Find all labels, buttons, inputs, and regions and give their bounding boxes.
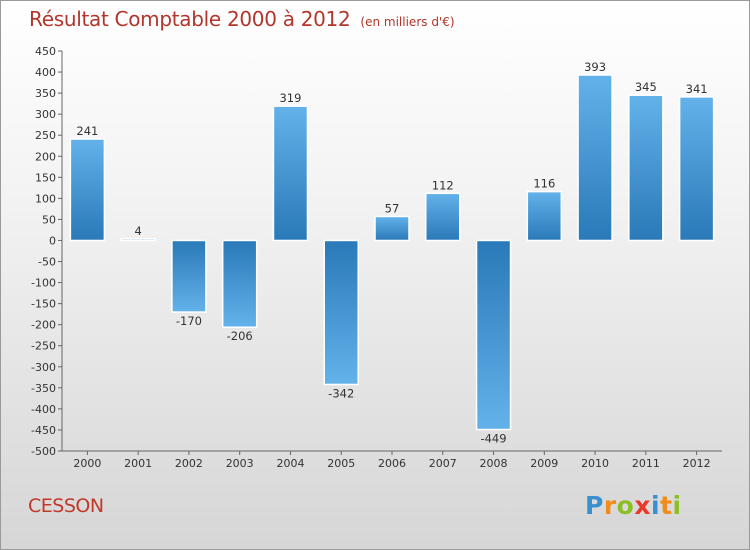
bar-2006 — [374, 215, 410, 242]
y-tick-label: -400 — [31, 403, 56, 416]
x-tick-label: 2007 — [429, 457, 457, 470]
x-tick-label: 2000 — [73, 457, 101, 470]
y-tick-label: -200 — [31, 319, 56, 332]
x-tick-label: 2012 — [683, 457, 711, 470]
data-label-2012: 341 — [686, 82, 708, 96]
data-label-2007: 112 — [432, 178, 454, 192]
x-tick-label: 2011 — [632, 457, 660, 470]
bar-2001 — [120, 238, 156, 242]
y-tick-label: -350 — [31, 382, 56, 395]
bar-2009 — [526, 190, 563, 242]
data-label-2009: 116 — [533, 177, 555, 191]
y-tick-label: 150 — [35, 171, 56, 184]
chart-title: Résultat Comptable 2000 à 2012 (en millie… — [29, 7, 455, 31]
x-tick-label: 2002 — [175, 457, 203, 470]
bar-2010 — [577, 74, 613, 242]
chart-axes: 450 400 350 300 250 200 150 100 50 0 -50 -100 -150 -2… — [31, 45, 722, 470]
x-tick-label: 2006 — [378, 457, 406, 470]
proxiti-logo: Proxiti — [585, 491, 682, 520]
bar-2003 — [221, 239, 258, 328]
bar-2007 — [425, 192, 461, 242]
chart-bars — [69, 74, 715, 431]
data-label-2000: 241 — [76, 124, 98, 138]
commune-name: CESSON — [28, 495, 104, 517]
bar-2008 — [475, 239, 512, 431]
title-text: Résultat Comptable 2000 à 2012 — [29, 7, 351, 31]
logo-letter: r — [603, 491, 617, 520]
x-tick-label: 2003 — [226, 457, 254, 470]
x-tick-label: 2004 — [276, 457, 304, 470]
bar-2011 — [628, 94, 664, 242]
y-tick-label: -500 — [31, 445, 56, 458]
y-tick-label: -250 — [31, 340, 56, 353]
x-tick-label: 2009 — [530, 457, 558, 470]
y-tick-label: 50 — [42, 213, 56, 226]
y-tick-label: 350 — [35, 87, 56, 100]
logo-letter: x — [634, 491, 651, 520]
y-tick-label: 300 — [35, 108, 56, 121]
data-label-2003: -206 — [227, 329, 253, 343]
data-label-2005: -342 — [328, 386, 354, 400]
chart-subtitle: (en milliers d'€) — [360, 15, 455, 29]
x-tick-label: 2008 — [480, 457, 508, 470]
x-tick-label: 2005 — [327, 457, 355, 470]
logo-letter: t — [660, 491, 673, 520]
bar-2004 — [272, 105, 309, 242]
x-tick-label: 2001 — [124, 457, 152, 470]
bar-2002 — [171, 239, 207, 313]
logo-letter: i — [651, 491, 661, 520]
chart-data-labels: 241 4 -170 -206 319 -342 57 112 -449 116 393 345 341 — [76, 60, 707, 446]
y-tick-label: -100 — [31, 277, 56, 290]
bar-2005 — [323, 239, 359, 386]
data-label-2006: 57 — [385, 201, 400, 215]
data-label-2002: -170 — [176, 314, 202, 328]
y-tick-label: -450 — [31, 424, 56, 437]
y-tick-label: 200 — [35, 150, 56, 163]
data-label-2011: 345 — [635, 80, 657, 94]
y-tick-label: 0 — [49, 234, 56, 247]
bar-2000 — [69, 138, 106, 242]
logo-letter: i — [672, 491, 682, 520]
y-tick-label: 450 — [35, 45, 56, 58]
y-tick-label: 400 — [35, 66, 56, 79]
bar-2012 — [678, 96, 715, 242]
y-tick-label: -300 — [31, 361, 56, 374]
data-label-2008: -449 — [480, 432, 506, 446]
data-label-2004: 319 — [279, 91, 301, 105]
y-tick-label: -50 — [38, 256, 56, 269]
logo-letter: o — [616, 491, 635, 520]
y-tick-label: 100 — [35, 192, 56, 205]
data-label-2001: 4 — [134, 224, 141, 238]
logo-letter: P — [585, 491, 604, 520]
x-tick-label: 2010 — [581, 457, 609, 470]
y-tick-label: 250 — [35, 129, 56, 142]
data-label-2010: 393 — [584, 60, 606, 74]
y-tick-label: -150 — [31, 298, 56, 311]
